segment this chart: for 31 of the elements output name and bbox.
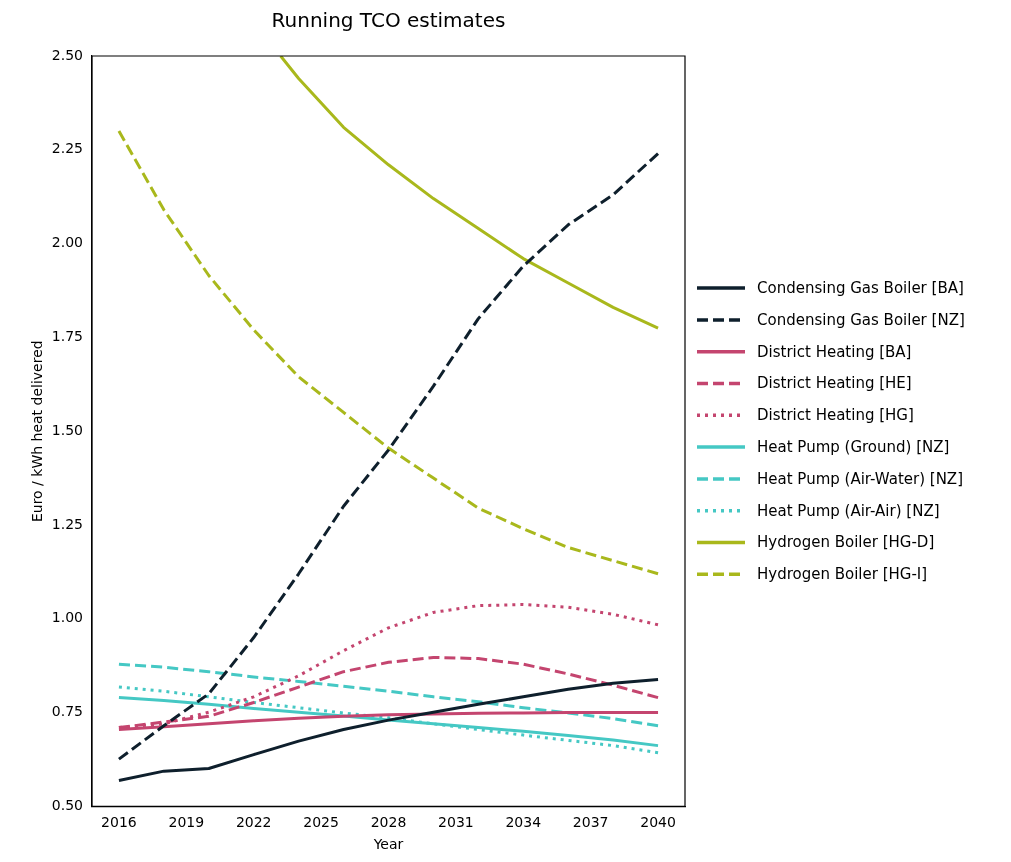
y-tick-label: 0.50	[51, 797, 83, 814]
x-axis-title: Year	[372, 836, 404, 853]
x-tick-label: 2037	[572, 814, 609, 831]
y-tick-label: 1.25	[51, 515, 83, 532]
legend-label: District Heating [HG]	[757, 406, 914, 425]
x-tick-label: 2016	[101, 814, 137, 831]
x-tick-label: 2019	[168, 814, 205, 831]
legend-label: Heat Pump (Air-Air) [NZ]	[757, 501, 940, 520]
y-tick-label: 2.50	[51, 46, 83, 63]
y-tick-label: 0.75	[51, 703, 83, 720]
y-tick-label: 2.25	[51, 140, 83, 157]
legend-label: Condensing Gas Boiler [BA]	[757, 278, 964, 297]
legend-label: District Heating [HE]	[757, 374, 912, 393]
x-tick-label: 2034	[505, 814, 542, 831]
x-tick-label: 2031	[438, 814, 474, 831]
chart-title: Running TCO estimates	[271, 8, 506, 33]
legend-label: Hydrogen Boiler [HG-D]	[757, 533, 935, 552]
legend-label: Heat Pump (Ground) [NZ]	[757, 437, 950, 456]
y-axis-title: Euro / kWh heat delivered	[29, 340, 46, 523]
legend-label: Hydrogen Boiler [HG-I]	[757, 565, 928, 584]
legend-label: District Heating [BA]	[757, 342, 912, 361]
x-tick-label: 2022	[235, 814, 272, 831]
x-tick-label: 2028	[370, 814, 407, 831]
y-tick-label: 2.00	[51, 234, 83, 251]
y-tick-label: 1.50	[51, 421, 83, 438]
x-tick-label: 2040	[640, 814, 676, 831]
legend-label: Condensing Gas Boiler [NZ]	[757, 310, 965, 329]
y-tick-label: 1.75	[51, 328, 83, 345]
x-tick-label: 2025	[303, 814, 339, 831]
y-tick-label: 1.00	[51, 609, 83, 626]
legend-label: Heat Pump (Air-Water) [NZ]	[757, 469, 963, 488]
